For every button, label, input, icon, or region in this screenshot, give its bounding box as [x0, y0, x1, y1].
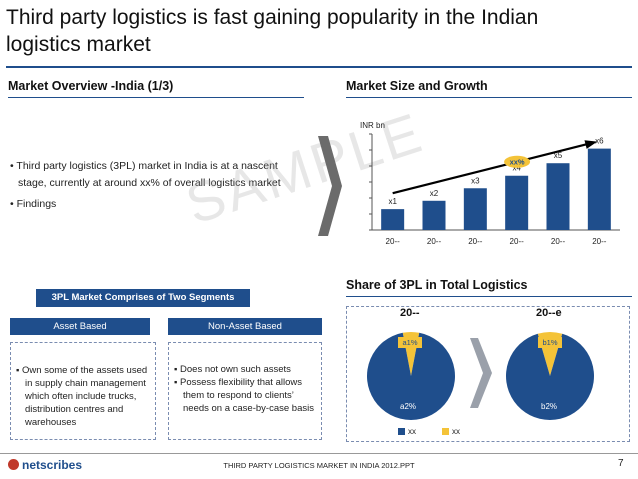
bar-5: [546, 163, 570, 230]
pie1-large-slice-label: a2%: [400, 402, 417, 411]
bar-1: [381, 209, 405, 230]
bar-6: [587, 148, 611, 230]
market-size-bar-chart: INR bn x1 20-- x2 20-- x3 20-- x4 20-- x5 20-- x6 2…: [360, 121, 620, 246]
share-heading: Share of 3PL in Total Logistics: [346, 278, 528, 292]
market-size-heading: Market Size and Growth: [346, 79, 488, 93]
asset-based-box: ▪ Own some of the assets used in supply …: [10, 342, 156, 440]
bar-data-label-5: x5: [554, 151, 563, 160]
overview-bullet-2: • Findings: [10, 198, 57, 210]
footer-text: THIRD PARTY LOGISTICS MARKET IN INDIA 20…: [223, 461, 415, 470]
pie-slice-2: [367, 332, 455, 420]
bar-4: [505, 175, 529, 230]
asset-bullet-1: ▪ Own some of the assets used in supply …: [16, 365, 148, 428]
market-overview-heading: Market Overview -India (1/3): [8, 79, 174, 93]
non-asset-bullet-1: ▪ Does not own such assets: [174, 364, 291, 375]
x-tick-label-2: 20--: [427, 237, 442, 246]
legend-swatch-blue: [398, 428, 405, 435]
non-asset-based-header: Non-Asset Based: [168, 318, 322, 335]
legend-item-2: xx: [442, 427, 460, 436]
bar-data-label-4: x4: [512, 164, 521, 173]
pie2-small-slice-label: b1%: [538, 337, 562, 348]
non-asset-bullet-2: ▪ Possess flexibility that allows them t…: [174, 377, 314, 414]
page-number: 7: [618, 458, 624, 469]
x-tick-label-4: 20--: [510, 237, 525, 246]
segments-banner: 3PL Market Comprises of Two Segments: [36, 289, 250, 307]
x-tick-label-6: 20--: [592, 237, 607, 246]
y-axis-unit-label: INR bn: [360, 121, 385, 130]
legend-swatch-yellow: [442, 428, 449, 435]
share-panel: [346, 306, 630, 442]
chevron-right-icon: [470, 338, 492, 408]
bar-data-label-2: x2: [430, 189, 439, 198]
non-asset-based-box: ▪ Does not own such assets ▪ Possess fle…: [168, 342, 322, 440]
bar-data-label-6: x6: [595, 137, 604, 146]
footer-divider: [0, 453, 638, 454]
pie-slice-2: [506, 333, 594, 420]
logo-dot-icon: [8, 459, 19, 470]
growth-arrow: [392, 141, 594, 195]
market-size-underline: [346, 97, 632, 98]
legend-item-1: xx: [398, 427, 416, 436]
market-overview-underline: [8, 97, 304, 98]
netscribes-logo: netscribes: [8, 458, 82, 472]
share-underline: [346, 296, 632, 297]
overview-bullet-1: • Third party logistics (3PL) market in …: [10, 160, 281, 189]
pie2-large-slice-label: b2%: [541, 402, 558, 411]
bar-2: [422, 200, 446, 230]
cagr-label: xx%: [510, 158, 525, 167]
slide-title: Third party logistics is fast gaining po…: [6, 6, 539, 56]
cagr-badge: [504, 155, 531, 168]
pie1-title: 20--: [400, 307, 420, 319]
growth-arrowhead: [584, 140, 598, 149]
chevron-right-icon: [318, 136, 342, 236]
x-tick-label-1: 20--: [386, 237, 401, 246]
x-tick-label-3: 20--: [468, 237, 483, 246]
bar-data-label-3: x3: [471, 176, 480, 185]
bar-3: [463, 188, 487, 230]
pie2-title: 20--e: [536, 307, 562, 319]
pie1-small-slice-label: a1%: [398, 337, 422, 348]
title-divider: [6, 66, 632, 68]
bar-data-label-1: x1: [388, 197, 397, 206]
market-overview-bullets: • Third party logistics (3PL) market in …: [10, 158, 300, 213]
asset-based-header: Asset Based: [10, 318, 150, 335]
x-tick-label-5: 20--: [551, 237, 566, 246]
